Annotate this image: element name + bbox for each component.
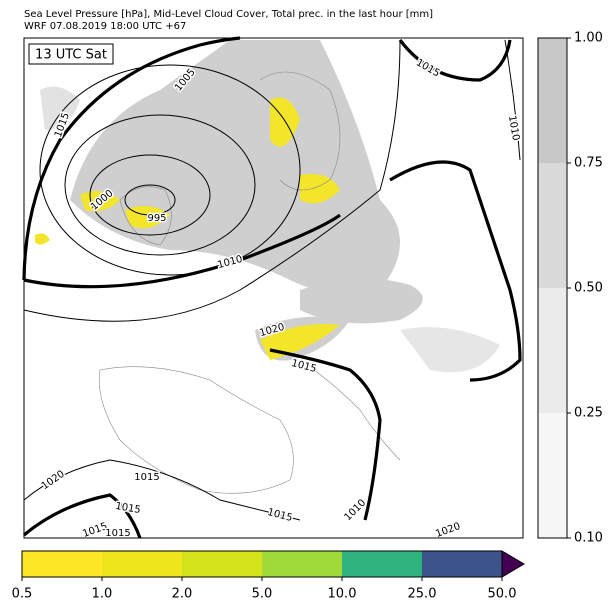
colorbar-segment [342,551,422,577]
tick-label: 5.0 [252,587,273,602]
tick-label: 0.10 [574,531,603,546]
cloud-colorbar: 0.10 0.25 0.50 0.75 1.00 [537,31,603,546]
title-line: WRF 07.08.2019 18:00 UTC +67 [24,21,186,32]
tick-label: 25.0 [408,587,437,602]
colorbar-segment [102,551,182,577]
precip-colorbar: 0.5 1.0 2.0 5.0 10.0 25.0 50.0 [12,550,525,602]
tick-label: 1.0 [92,587,113,602]
cloud-areas [40,40,500,373]
contour-label: 995 [147,213,166,224]
contour-label: 1015 [105,528,130,539]
title-line: Sea Level Pressure [hPa], Mid-Level Clou… [24,9,433,20]
colorbar-segment [538,163,567,288]
isobars [23,39,521,521]
contour-label: 1015 [134,472,159,483]
colorbar-segment [262,551,342,577]
map: 13 UTC Sat 10151005100099510101015101010… [22,36,524,541]
tick-label: 10.0 [328,587,357,602]
colorbar-segment [22,551,102,577]
colorbar-extend [501,550,525,578]
colorbar-segment [538,288,567,413]
tick-label: 50.0 [488,587,517,602]
tick-label: 1.00 [574,31,603,46]
tick-label: 0.5 [12,587,33,602]
tick-label: 2.0 [172,587,193,602]
time-label-box [28,43,114,65]
colorbar-segment [422,551,502,577]
tick-label: 0.75 [574,156,603,171]
map-frame [23,37,524,539]
isobar-1015 [22,36,522,539]
tick-label: 0.50 [574,281,603,296]
colorbar-segment [182,551,262,577]
tick-label: 0.25 [574,406,603,421]
coastlines [98,71,401,494]
time-label: 13 UTC Sat [35,48,107,63]
colorbar-segment [538,413,567,538]
colorbar-segment [538,38,567,163]
